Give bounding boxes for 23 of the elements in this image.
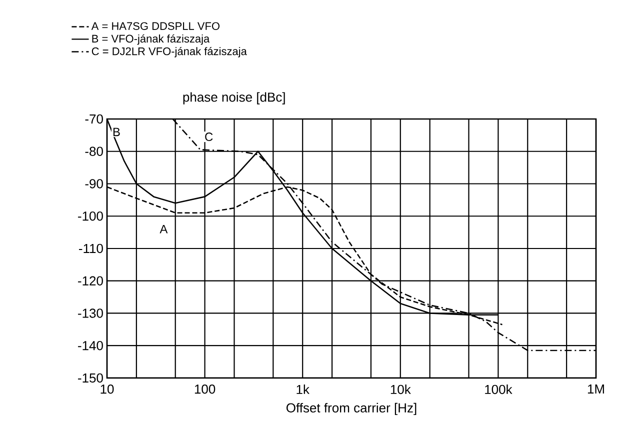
legend-label: C = DJ2LR VFO-jának fáziszaja [92, 46, 247, 58]
y-tick-label: -130 [78, 308, 103, 318]
x-tick-label: 100k [485, 384, 512, 394]
x-tick-label: 1k [296, 384, 310, 394]
x-axis-title: Offset from carrier [Hz] [286, 402, 416, 416]
y-tick-label: -140 [78, 341, 103, 350]
annotation: B [113, 128, 120, 136]
y-tick-label: -90 [85, 179, 103, 188]
x-tick-label: 100 [194, 384, 216, 394]
x-tick-label: 10 [100, 384, 114, 394]
y-tick-label: -80 [85, 146, 103, 156]
annotation: A [160, 224, 168, 234]
legend-label: B = VFO-jának fáziszaja [92, 34, 210, 45]
y-tick-label: -150 [78, 373, 103, 383]
y-tick-label: -70 [85, 114, 103, 124]
y-axis-title: phase noise [dBc] [183, 92, 285, 104]
legend-label: A = HA7SG DDSPLL VFO [91, 22, 220, 30]
x-tick-label: 1M [588, 384, 604, 394]
y-tick-label: -120 [78, 276, 103, 286]
annotation: C [205, 132, 213, 142]
x-tick-label: 10k [390, 384, 411, 394]
y-tick-label: -110 [79, 244, 103, 254]
y-tick-label: -100 [78, 212, 103, 221]
